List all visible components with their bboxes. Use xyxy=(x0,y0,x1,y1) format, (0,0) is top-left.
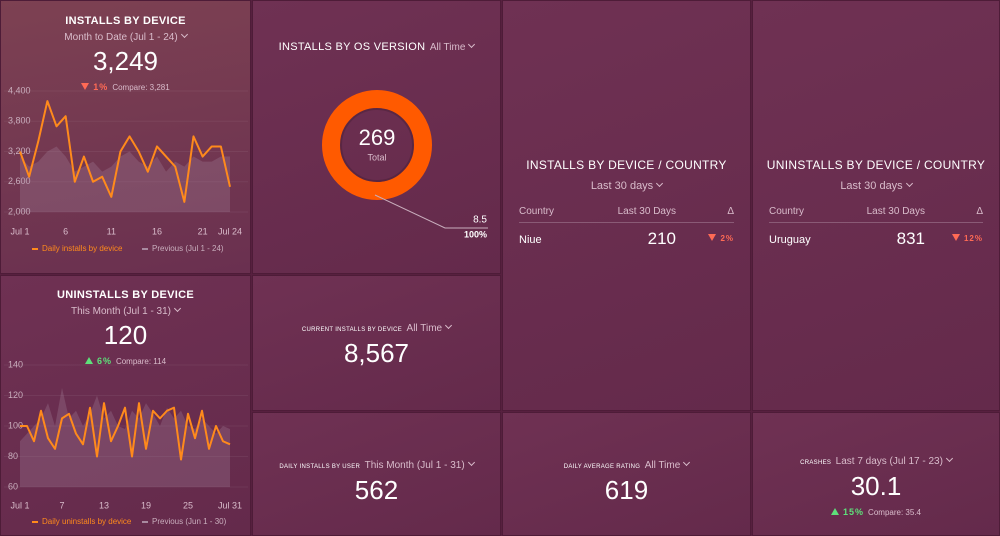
title: DAILY INSTALLS BY USER xyxy=(279,464,361,470)
cell: 831 xyxy=(896,229,925,248)
panel: INSTALLS BY OS VERSION All Time xyxy=(252,0,501,274)
value: 619 xyxy=(604,475,649,505)
title: UNINSTALLS BY DEVICE / COUNTRY xyxy=(766,158,986,172)
kpi: 3,249 xyxy=(92,46,159,76)
period[interactable]: All Time xyxy=(407,323,452,334)
header-cell: Last 30 Days xyxy=(866,206,925,217)
compare: Compare: 3,281 xyxy=(112,83,170,92)
cell: 2% xyxy=(708,234,734,243)
header-cell: Country xyxy=(769,206,805,217)
panel: UNINSTALLS BY DEVICE / COUNTRY Last 30 da… xyxy=(752,0,1000,411)
title: INSTALLS BY OS VERSION xyxy=(278,41,426,53)
change: 15% xyxy=(831,507,864,517)
title: CRASHES xyxy=(800,460,832,466)
value: 562 xyxy=(354,475,399,505)
period[interactable]: Last 7 days (Jul 17 - 23) xyxy=(836,456,952,467)
value: 30.1 xyxy=(850,471,902,501)
table-row: Niue 210 2% xyxy=(519,229,734,251)
table-row: Uruguay 831 12% xyxy=(769,229,983,251)
panel: UNINSTALLS BY DEVICE This Month (Jul 1 -… xyxy=(0,275,251,536)
header-cell: Δ xyxy=(976,206,983,217)
cell: Uruguay xyxy=(769,234,811,246)
period[interactable]: All Time xyxy=(645,460,690,471)
period[interactable]: This Month (Jul 1 - 31) xyxy=(365,460,474,471)
value: 8,567 xyxy=(343,338,410,368)
header-cell: Δ xyxy=(727,206,734,217)
panel: DAILY AVERAGE RATING All Time 619 xyxy=(502,412,751,536)
compare: Compare: 114 xyxy=(115,357,167,366)
period[interactable]: This Month (Jul 1 - 31) xyxy=(1,306,250,317)
kpi: 120 xyxy=(103,320,148,350)
panel: INSTALLS BY DEVICE / COUNTRY Last 30 days… xyxy=(502,0,751,411)
change: 1% xyxy=(81,82,108,92)
panel: DAILY INSTALLS BY USER This Month (Jul 1… xyxy=(252,412,501,536)
title: UNINSTALLS BY DEVICE xyxy=(57,289,194,301)
period[interactable]: Last 30 days xyxy=(753,180,999,192)
cell: 12% xyxy=(952,234,983,243)
compare: Compare: 35.4 xyxy=(868,508,921,517)
table-header: Country Last 30 Days Δ xyxy=(519,206,734,223)
panel: CRASHES Last 7 days (Jul 17 - 23) 30.1 1… xyxy=(752,412,1000,536)
panel: CURRENT INSTALLS BY DEVICE All Time 8,56… xyxy=(252,275,501,411)
cell: 210 xyxy=(647,229,676,248)
cell: Niue xyxy=(519,234,542,246)
title: CURRENT INSTALLS BY DEVICE xyxy=(301,327,403,333)
title: INSTALLS BY DEVICE xyxy=(65,15,186,27)
period[interactable]: Month to Date (Jul 1 - 24) xyxy=(1,32,250,43)
title: DAILY AVERAGE RATING xyxy=(563,464,641,470)
period[interactable]: All Time xyxy=(430,42,475,53)
panel: INSTALLS BY DEVICE Month to Date (Jul 1 … xyxy=(0,0,251,274)
title: INSTALLS BY DEVICE / COUNTRY xyxy=(526,158,727,172)
period[interactable]: Last 30 days xyxy=(503,180,750,192)
header-cell: Last 30 Days xyxy=(617,206,676,217)
table-header: Country Last 30 Days Δ xyxy=(769,206,983,223)
change: 6% xyxy=(85,356,112,366)
header-cell: Country xyxy=(519,206,555,217)
